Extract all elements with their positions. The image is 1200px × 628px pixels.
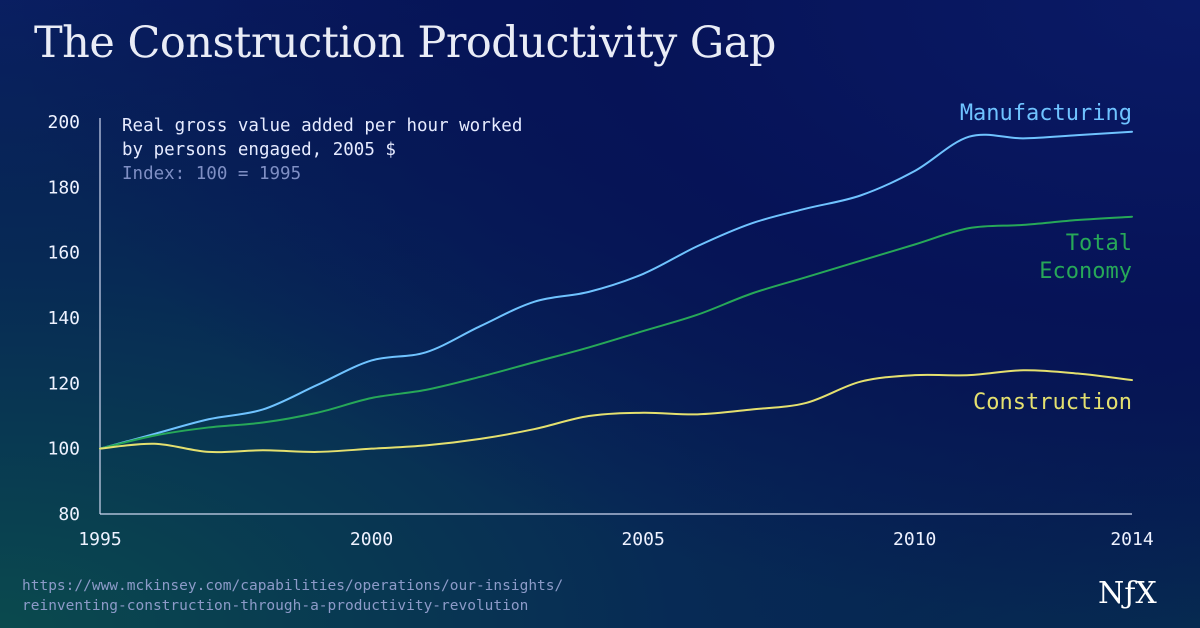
chart-title: The Construction Productivity Gap bbox=[34, 18, 776, 68]
series-line-manufacturing bbox=[99, 130, 1133, 450]
series-label-manufacturing: Manufacturing bbox=[960, 101, 1132, 126]
y-tick-label: 200 bbox=[47, 112, 80, 133]
index-note: Index: 100 = 1995 bbox=[122, 164, 302, 184]
series-line-total-economy bbox=[99, 215, 1133, 450]
nfx-logo: NƒX bbox=[1098, 576, 1157, 611]
y-tick-label: 120 bbox=[47, 373, 80, 394]
source-line-2: reinventing-construction-through-a-produ… bbox=[22, 598, 529, 614]
x-tick-label: 2014 bbox=[1110, 529, 1153, 550]
x-tick-label: 1995 bbox=[78, 529, 121, 550]
series-labels: Manufacturing Total Economy Construction bbox=[960, 101, 1132, 415]
y-tick-label: 180 bbox=[47, 177, 80, 198]
x-tick-label: 2010 bbox=[893, 529, 936, 550]
chart-ticks: 80 100 120 140 160 180 200 1995 2000 2005 2010 2014 bbox=[47, 112, 1153, 550]
y-tick-label: 140 bbox=[47, 308, 80, 329]
y-tick-label: 80 bbox=[58, 504, 80, 525]
source-link[interactable]: https://www.mckinsey.com/capabilities/op… bbox=[22, 576, 563, 616]
x-tick-label: 2000 bbox=[350, 529, 393, 550]
subtitle-line-2: by persons engaged, 2005 $ bbox=[122, 140, 396, 160]
chart-lines bbox=[99, 130, 1133, 454]
y-tick-label: 160 bbox=[47, 243, 80, 264]
series-label-total-economy: Economy bbox=[1039, 259, 1132, 284]
y-tick-label: 100 bbox=[47, 439, 80, 460]
series-line-construction bbox=[99, 369, 1133, 454]
subtitle-line-1: Real gross value added per hour worked bbox=[122, 116, 523, 136]
x-tick-label: 2005 bbox=[621, 529, 664, 550]
series-label-construction: Construction bbox=[973, 390, 1132, 415]
chart-subtitle: Real gross value added per hour worked b… bbox=[122, 114, 522, 186]
series-label-total-economy: Total bbox=[1066, 231, 1132, 256]
source-line-1: https://www.mckinsey.com/capabilities/op… bbox=[22, 578, 564, 594]
